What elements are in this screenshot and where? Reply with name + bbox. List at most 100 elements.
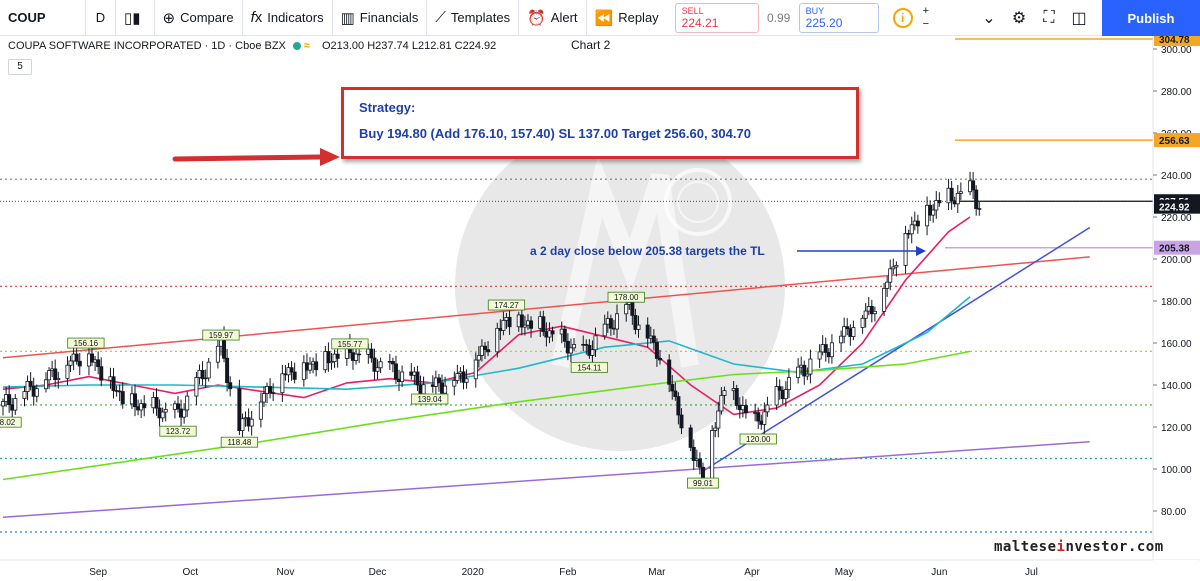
price-tag-label: 304.78 (1159, 36, 1190, 46)
candle-down (268, 386, 273, 394)
candle-down (77, 360, 82, 367)
pivot-label-box (607, 291, 645, 303)
candle-down (541, 316, 546, 333)
candle-down (915, 220, 920, 227)
publish-button[interactable]: Publish (1102, 0, 1200, 36)
chart-style-button[interactable]: ▯▮ (116, 0, 155, 36)
candle-up (258, 401, 263, 420)
candle-down (335, 353, 340, 359)
financials-button[interactable]: ▥ Financials (333, 0, 428, 36)
candle-down (688, 427, 693, 448)
candle-down (679, 414, 684, 429)
candle-down (372, 357, 377, 372)
candle-down (651, 335, 656, 343)
indicators-button[interactable]: fx Indicators (243, 0, 333, 36)
candle-down (869, 306, 874, 315)
gear-icon[interactable]: ⚙ (1011, 10, 1027, 27)
candle-up (958, 191, 963, 194)
pivot-label-box (159, 425, 197, 437)
compare-label: Compare (180, 10, 234, 25)
fullscreen-icon[interactable]: ⛶ (1043, 9, 1055, 26)
templates-label: Templates (450, 10, 511, 25)
trendline-note: a 2 day close below 205.38 targets the T… (530, 244, 765, 258)
candle-down (529, 320, 534, 329)
camera-icon[interactable]: ◫ (1071, 10, 1087, 27)
candle-down (734, 388, 739, 406)
y-tick-label: 80.00 (1161, 507, 1186, 518)
price-chart[interactable]: 156.16 159.97 155.77 174.27 178.00 128.02 123.… (0, 36, 1200, 581)
candle-down (654, 342, 659, 359)
candle-up (796, 366, 801, 379)
y-tick-label: 160.00 (1161, 339, 1192, 350)
y-tick-label: 100.00 (1161, 465, 1192, 476)
chevron-down-icon[interactable]: ⌄ (982, 10, 996, 27)
candle-up (22, 391, 27, 399)
candle-down (670, 383, 675, 392)
price-tag (1154, 199, 1200, 214)
candle-down (645, 324, 650, 339)
plus-circle-icon: ⊕ (162, 9, 176, 27)
candle-up (624, 303, 629, 315)
interval-button[interactable]: D (86, 0, 116, 36)
candle-down (53, 368, 58, 381)
buy-button[interactable]: BUY 225.20 (798, 2, 879, 33)
candle-up (400, 371, 405, 382)
trendline (2, 256, 1090, 359)
replay-button[interactable]: ⏪ Replay (587, 0, 667, 36)
minus-icon[interactable]: − (922, 17, 930, 30)
annotation-arrows (172, 148, 926, 256)
candle-up (47, 370, 52, 381)
candle-up (602, 323, 607, 337)
replay-label: Replay (618, 10, 659, 25)
y-axis-panel (1153, 36, 1200, 581)
candle-up (934, 200, 939, 211)
candle-down (519, 314, 524, 328)
candle-up (885, 281, 890, 289)
symbol-search[interactable]: COUP (0, 0, 86, 36)
candle-up (593, 335, 598, 351)
candle-down (977, 208, 982, 210)
candle-up (280, 373, 285, 394)
candle-down (657, 358, 662, 361)
y-tick-label: 280.00 (1161, 87, 1192, 98)
candle-down (111, 376, 116, 391)
axis-corner (1153, 560, 1199, 581)
alert-label: Alert (550, 10, 578, 25)
candle-up (808, 358, 813, 375)
candle-down (314, 361, 319, 371)
price-tag-label: 224.92 (1159, 203, 1190, 214)
candle-down (676, 396, 681, 416)
candle-up (206, 361, 211, 379)
alert-button[interactable]: ⏰ Alert (519, 0, 587, 36)
candle-up (839, 335, 844, 344)
candle-up (955, 192, 960, 205)
candle-up (421, 384, 426, 395)
candle-up (301, 362, 306, 380)
candle-up (240, 418, 245, 431)
compare-button[interactable]: ⊕ Compare (155, 0, 243, 36)
indicator-collapse-button[interactable]: 5 (8, 59, 32, 75)
candle-up (783, 389, 788, 400)
candle-up (271, 392, 276, 394)
plus-icon[interactable]: + (922, 4, 930, 17)
templates-button[interactable]: ⟋ Templates (427, 0, 520, 36)
buy-label: BUY (805, 5, 825, 16)
pivot-label: 123.72 (166, 427, 191, 436)
right-toolbar: ⌄ ⚙ ⛶ ◫ Publish (974, 0, 1200, 36)
ohlc-values: O213.00 H237.74 L212.81 C224.92 (321, 40, 497, 52)
candle-down (482, 345, 487, 351)
candle-up (636, 324, 641, 330)
x-tick-label: Mar (648, 567, 666, 578)
candle-up (805, 373, 810, 377)
quantity-stepper[interactable]: + − (923, 5, 929, 31)
y-tick-label: 200.00 (1161, 255, 1192, 266)
candle-up (894, 264, 899, 268)
sell-button[interactable]: SELL 224.21 (674, 2, 759, 33)
pivot-label-box (0, 416, 22, 428)
pivot-label: 156.16 (74, 339, 99, 348)
x-tick-label: 2020 (462, 567, 485, 578)
info-icon[interactable]: i (892, 7, 913, 28)
pivot-label: 118.48 (227, 438, 251, 447)
x-tick-label: Apr (744, 567, 760, 578)
candle-up (455, 373, 460, 381)
